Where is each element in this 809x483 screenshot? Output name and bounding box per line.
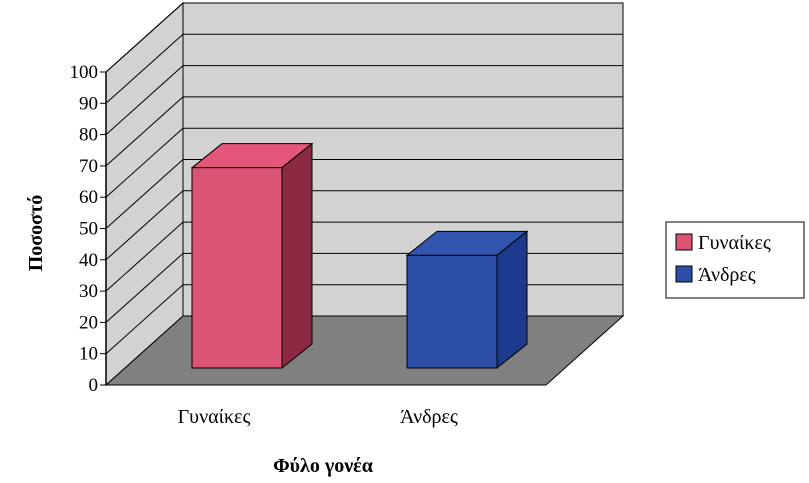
legend-swatch bbox=[675, 265, 693, 283]
y-tick-label: 70 bbox=[79, 156, 98, 177]
y-tick-label: 50 bbox=[79, 219, 98, 240]
gridline-side bbox=[105, 159, 184, 229]
legend-swatch bbox=[675, 233, 693, 251]
x-tick-label: Γυναίκες bbox=[178, 406, 251, 428]
y-tick-label: 40 bbox=[79, 250, 98, 271]
y-tick-label: 0 bbox=[89, 375, 99, 396]
bar-front bbox=[191, 167, 283, 369]
y-tick-label: 20 bbox=[79, 312, 98, 333]
x-axis-title: Φύλο γονέα bbox=[273, 455, 373, 477]
axes: 0 10 20 30 40 50 60 70 80 90 100 Γυναίκες Άνδρες bbox=[70, 62, 458, 428]
y-axis-title: Ποσοστό bbox=[25, 195, 47, 272]
gridline-side bbox=[105, 190, 184, 261]
y-tick-label: 60 bbox=[79, 187, 98, 208]
gridline-side bbox=[105, 65, 184, 135]
gridline-side bbox=[105, 33, 184, 104]
y-tick-label: 100 bbox=[70, 62, 99, 83]
y-tick-label: 10 bbox=[79, 344, 98, 365]
y-tick-label: 80 bbox=[79, 125, 98, 146]
gridline-side bbox=[105, 2, 184, 73]
x-tick-label: Άνδρες bbox=[400, 406, 458, 428]
gridline-side bbox=[105, 253, 184, 323]
y-tick-label: 90 bbox=[79, 93, 98, 114]
gridline-side bbox=[105, 127, 184, 198]
legend: Γυναίκες Άνδρες bbox=[665, 221, 805, 299]
bar-side bbox=[496, 230, 528, 370]
gridline-side bbox=[105, 221, 184, 292]
bar bbox=[405, 230, 529, 370]
bars bbox=[190, 142, 529, 370]
gridline-side bbox=[105, 96, 184, 167]
bar-front bbox=[406, 254, 498, 369]
gridline-side bbox=[105, 284, 184, 355]
bar-side bbox=[281, 142, 313, 370]
y-tick-label: 30 bbox=[79, 281, 98, 302]
floor bbox=[104, 315, 625, 386]
legend-label: Γυναίκες bbox=[698, 232, 771, 254]
chart-walls bbox=[104, 1, 625, 387]
bar bbox=[190, 142, 314, 370]
legend-label: Άνδρες bbox=[698, 264, 756, 286]
